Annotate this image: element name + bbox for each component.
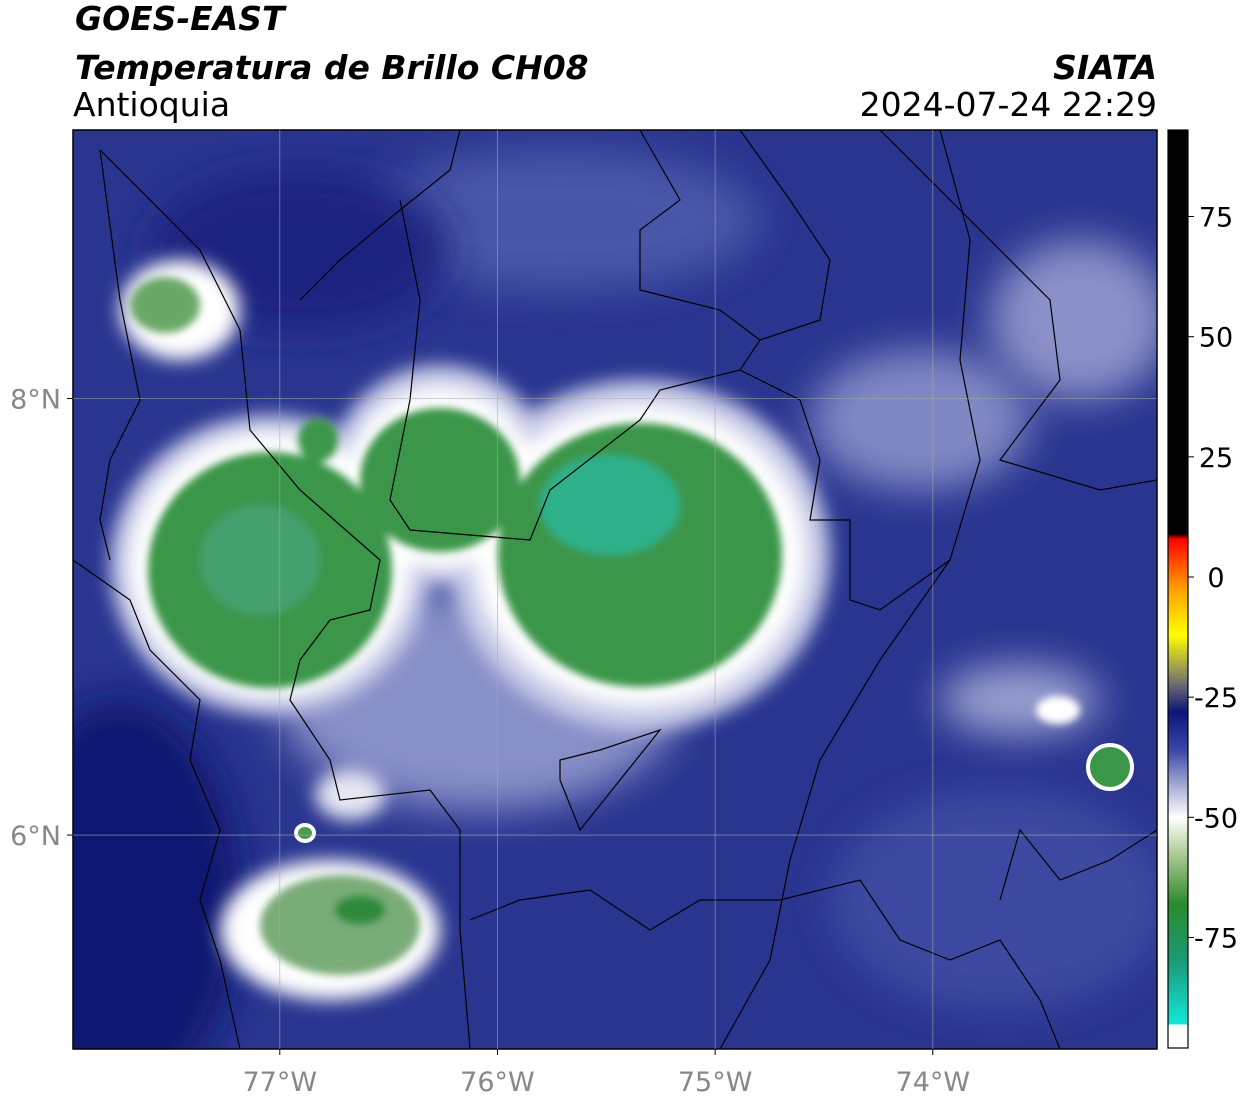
colorbar-segment bbox=[1168, 533, 1188, 540]
x-tick-label: 77°W bbox=[243, 1067, 318, 1098]
colorbar-segment bbox=[1168, 682, 1188, 713]
colorbar-segment bbox=[1168, 1023, 1188, 1049]
colorbar-tick-label: 50 bbox=[1199, 323, 1233, 354]
source: SIATA bbox=[1053, 48, 1157, 87]
region: Antioquia bbox=[73, 85, 230, 124]
colorbar-segment bbox=[1168, 130, 1188, 535]
colorbar-segment bbox=[1168, 817, 1188, 857]
colorbar-segment bbox=[1168, 961, 1188, 1025]
colorbar-tick-label: -75 bbox=[1194, 923, 1238, 954]
colorbar-tick-label: 0 bbox=[1207, 563, 1224, 594]
y-tick-label: 8°N bbox=[10, 384, 61, 415]
colorbar-tick-label: -25 bbox=[1194, 683, 1238, 714]
colorbar-tick-label: 75 bbox=[1199, 203, 1233, 234]
colorbar-segment bbox=[1168, 634, 1188, 684]
x-tick-label: 75°W bbox=[678, 1067, 753, 1098]
colorbar-segment bbox=[1168, 711, 1188, 751]
subtitle: Temperatura de Brillo CH08 bbox=[75, 48, 589, 87]
map-frame bbox=[72, 129, 1158, 1050]
colorbar-tick-label: -50 bbox=[1194, 803, 1238, 834]
datetime: 2024-07-24 22:29 bbox=[860, 85, 1157, 124]
colorbar-segment bbox=[1168, 903, 1188, 962]
colorbar-segment bbox=[1168, 855, 1188, 905]
colorbar-segment bbox=[1168, 586, 1188, 636]
y-tick-label: 6°N bbox=[10, 821, 61, 852]
x-tick-label: 76°W bbox=[460, 1067, 535, 1098]
colorbar-segment bbox=[1168, 538, 1188, 588]
satellite-image bbox=[73, 130, 1157, 1049]
colorbar-frame bbox=[1167, 129, 1189, 1049]
colorbar-tick-label: 25 bbox=[1199, 443, 1233, 474]
x-tick-label: 74°W bbox=[896, 1067, 971, 1098]
colorbar-segment bbox=[1168, 750, 1188, 789]
title: GOES-EAST bbox=[75, 0, 287, 38]
colorbar-segment bbox=[1168, 788, 1188, 818]
